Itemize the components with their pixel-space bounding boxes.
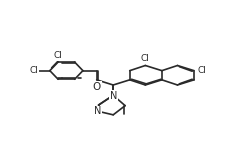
Text: Cl: Cl [198, 66, 207, 75]
Text: N: N [94, 106, 101, 116]
Text: O: O [92, 82, 101, 92]
Text: Cl: Cl [30, 66, 39, 75]
Text: N: N [110, 91, 117, 101]
Text: Cl: Cl [54, 51, 63, 60]
Text: Cl: Cl [141, 54, 150, 63]
